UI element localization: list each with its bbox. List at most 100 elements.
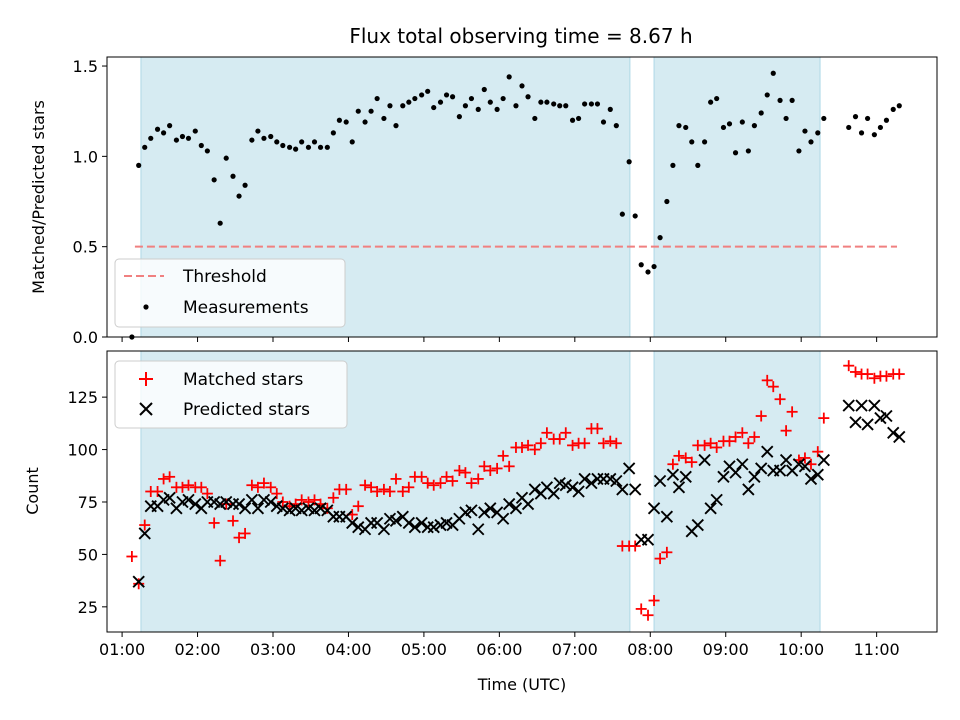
measurement-point (287, 144, 293, 150)
measurement-point (136, 162, 142, 168)
predicted-star-point (748, 470, 761, 483)
measurement-point (670, 162, 676, 168)
measurement-point (852, 114, 859, 120)
predicted-star-point (257, 493, 271, 507)
x-tick-label: 07:00 (552, 640, 598, 659)
legend-measurements-label: Measurements (183, 298, 309, 318)
measurement-point (689, 139, 695, 145)
matched-star-point (642, 609, 654, 621)
predicted-star-point (666, 468, 680, 481)
x-tick-label: 04:00 (325, 640, 371, 659)
predicted-star-point (578, 472, 591, 486)
measurement-point (299, 139, 305, 145)
matched-star-point (780, 425, 792, 437)
predicted-star-point (521, 497, 535, 511)
measurement-point (242, 182, 248, 188)
matched-star-point (491, 462, 503, 474)
bottom-y-ticks: 25 50 75 100 125 (67, 388, 107, 617)
measurement-point (268, 133, 274, 140)
measurement-point (204, 148, 210, 154)
matched-star-point (597, 437, 609, 449)
measurement-point (808, 139, 814, 145)
predicted-star-point (232, 497, 246, 511)
matched-star-point (246, 479, 258, 491)
matched-star-point (591, 423, 603, 435)
bottom-legend: Matched stars Predicted stars (114, 360, 348, 429)
predicted-star-point (496, 512, 510, 525)
matched-star-point (352, 500, 364, 512)
measurement-point (777, 97, 783, 103)
matched-star-point (428, 479, 440, 491)
matched-star-point (503, 460, 515, 472)
measurement-point (714, 95, 720, 102)
top-measurements-series (129, 70, 902, 340)
measurement-point (349, 139, 355, 145)
predicted-star-point (798, 460, 812, 473)
matched-star-point (422, 477, 434, 489)
measurement-point (513, 103, 519, 109)
predicted-star-point (616, 483, 629, 496)
matched-star-point (654, 553, 666, 565)
measurement-point (871, 132, 877, 138)
matched-star-point (610, 437, 622, 449)
measurement-point (770, 70, 776, 76)
matched-star-point (340, 483, 352, 495)
measurement-point (431, 104, 437, 111)
measurement-point (506, 74, 512, 80)
measurement-point (317, 144, 324, 150)
predicted-star-point (679, 470, 692, 483)
matched-star-point (818, 412, 830, 424)
measurement-point (708, 99, 714, 105)
measurement-point (179, 133, 186, 140)
predicted-star-point (629, 483, 642, 496)
measurement-point (651, 263, 657, 270)
matched-star-point (686, 456, 698, 468)
measurement-point (720, 124, 727, 131)
matched-star-point (384, 486, 396, 497)
measurement-point (330, 130, 336, 136)
predicted-star-point (427, 520, 440, 534)
matched-star-point (862, 368, 874, 380)
matched-star-point (158, 473, 170, 485)
matched-star-point (397, 486, 409, 497)
predicted-star-point (704, 502, 717, 515)
measurement-point (726, 121, 733, 127)
measurement-point (557, 103, 563, 109)
measurement-point (789, 97, 795, 103)
measurement-point (607, 106, 613, 112)
top-legend: Threshold Measurements (114, 258, 346, 328)
legend-predicted-label: Predicted stars (183, 400, 310, 420)
measurement-point (393, 123, 399, 129)
predicted-star-point (528, 483, 541, 496)
measurement-point (324, 144, 330, 150)
x-axis-label: Time (UTC) (477, 675, 566, 694)
predicted-star-point (622, 462, 636, 475)
matched-star-point (699, 439, 711, 451)
legend-matched-swatch (139, 372, 153, 386)
measurement-point (890, 106, 896, 112)
matched-star-point (214, 555, 226, 567)
bottom-panel: 25 50 75 100 125 01:00 02:00 03:00 04:00 05:00 06… (23, 350, 938, 694)
measurement-point (638, 262, 644, 268)
top-plot-frame (106, 56, 938, 338)
measurement-point (142, 144, 148, 150)
matched-star-point (265, 481, 277, 493)
matched-star-point (786, 406, 798, 418)
matched-star-point (220, 498, 232, 510)
bottom-y-axis-label: Count (23, 467, 42, 515)
predicted-star-point (572, 485, 585, 498)
matched-star-point (227, 515, 239, 527)
bot-y-tick-label: 100 (67, 441, 98, 460)
measurement-point (846, 124, 852, 131)
matched-star-point (730, 431, 742, 443)
measurement-point (230, 173, 236, 179)
predicted-star-point (729, 466, 742, 479)
predicted-star-point (849, 416, 862, 429)
top-x-ticks (121, 337, 878, 342)
measurement-point (896, 103, 902, 109)
matched-star-point (541, 427, 553, 439)
measurement-point (419, 92, 425, 98)
matched-star-point (535, 437, 547, 449)
predicted-star-point (691, 518, 704, 532)
